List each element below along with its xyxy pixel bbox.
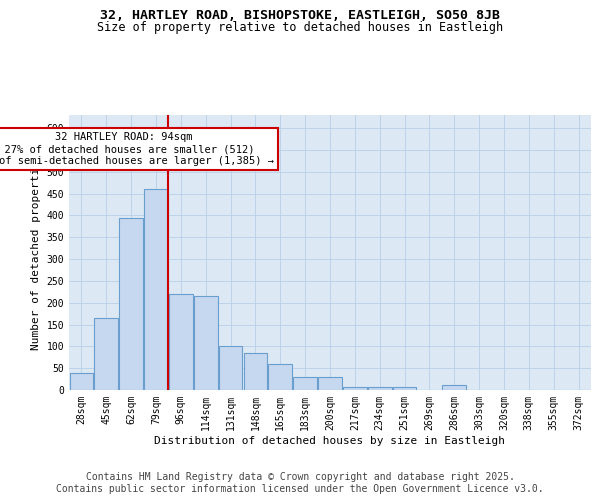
Bar [119, 218, 143, 390]
Text: 32 HARTLEY ROAD: 94sqm
← 27% of detached houses are smaller (512)
72% of semi-de: 32 HARTLEY ROAD: 94sqm ← 27% of detached… [0, 132, 274, 166]
Bar [144, 189, 168, 390]
Bar [244, 353, 267, 390]
Text: Size of property relative to detached houses in Eastleigh: Size of property relative to detached ho… [97, 22, 503, 35]
Bar [293, 377, 317, 390]
Bar [318, 377, 342, 390]
Bar [268, 364, 292, 390]
Text: 32, HARTLEY ROAD, BISHOPSTOKE, EASTLEIGH, SO50 8JB: 32, HARTLEY ROAD, BISHOPSTOKE, EASTLEIGH… [100, 9, 500, 22]
Text: Contains HM Land Registry data © Crown copyright and database right 2025.
Contai: Contains HM Land Registry data © Crown c… [56, 472, 544, 494]
Bar [393, 386, 416, 390]
X-axis label: Distribution of detached houses by size in Eastleigh: Distribution of detached houses by size … [155, 436, 505, 446]
Bar [442, 385, 466, 390]
Bar [169, 294, 193, 390]
Bar [70, 372, 93, 390]
Bar [368, 386, 392, 390]
Bar [94, 318, 118, 390]
Y-axis label: Number of detached properties: Number of detached properties [31, 154, 41, 350]
Bar [219, 346, 242, 390]
Bar [343, 386, 367, 390]
Bar [194, 296, 218, 390]
